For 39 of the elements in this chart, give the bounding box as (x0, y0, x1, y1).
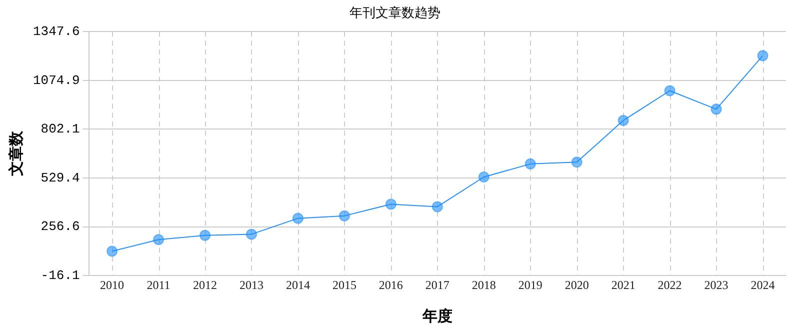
x-tick-label: 2013 (239, 278, 264, 292)
y-tick-label: -16.1 (40, 268, 80, 284)
point (664, 85, 676, 96)
point (385, 198, 396, 210)
point (524, 158, 536, 170)
point (432, 201, 443, 212)
x-tick-label: 2014 (286, 278, 310, 292)
x-tick-label: 2015 (332, 278, 356, 292)
point (618, 114, 629, 126)
x-tick-label: 2012 (193, 278, 218, 292)
point (200, 230, 211, 241)
point (478, 171, 490, 182)
y-tick-label: 256.6 (40, 219, 80, 234)
point (292, 212, 304, 224)
y-tick-label: 1074.9 (32, 72, 80, 88)
x-tick-label: 2022 (658, 278, 682, 292)
x-axis-title: 年度 (421, 306, 452, 325)
point (153, 234, 164, 246)
x-tick-label: 2021 (611, 278, 636, 292)
x-tick-label: 2023 (704, 278, 728, 292)
x-tick-label: 2017 (425, 278, 450, 292)
x-tick-label: 2020 (564, 278, 589, 292)
point (246, 228, 257, 240)
point (757, 50, 768, 62)
x-tick-label: 2011 (146, 278, 170, 292)
point (710, 104, 722, 115)
y-axis-title: 文章数 (6, 130, 25, 178)
point (571, 156, 582, 168)
point (106, 246, 118, 257)
x-tick-label: 2018 (472, 278, 496, 292)
y-tick-label: 529.4 (40, 170, 80, 186)
x-tick-label: 2010 (100, 278, 124, 292)
y-tick-label: 802.1 (40, 122, 80, 137)
x-tick-label: 2016 (378, 278, 403, 292)
chart-title: 年刊文章数趋势 (350, 5, 440, 20)
point (338, 210, 350, 222)
x-tick-label: 2024 (750, 278, 775, 292)
x-tick-label: 2019 (518, 278, 542, 292)
y-tick-label: 1347.6 (32, 24, 80, 40)
